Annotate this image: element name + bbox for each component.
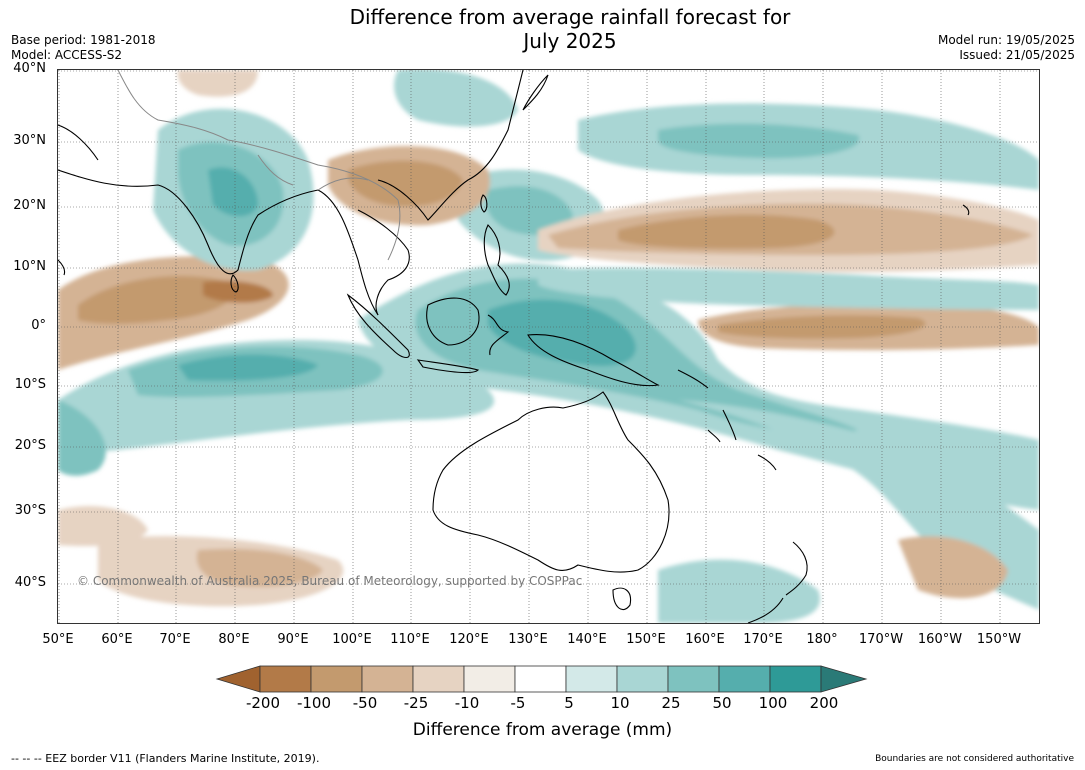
lon-label: 80°E — [218, 632, 250, 647]
colorbar-segment — [667, 665, 720, 693]
colorbar-segment — [616, 665, 669, 693]
issued-date: Issued: 21/05/2025 — [959, 48, 1075, 62]
colorbar-tick: 25 — [661, 694, 681, 712]
colorbar-segment — [361, 665, 414, 693]
lon-label: 90°E — [277, 632, 309, 647]
lat-label: 40°S — [14, 575, 46, 590]
colorbar-tick: 5 — [564, 694, 574, 712]
lon-label: 170°W — [858, 632, 904, 647]
colorbar-tick: 10 — [610, 694, 630, 712]
colorbar-segment — [310, 665, 363, 693]
lat-label: 20°S — [14, 438, 46, 453]
colorbar-extend-low — [215, 665, 261, 693]
lon-label: 120°E — [449, 632, 489, 647]
lon-label: 160°E — [685, 632, 725, 647]
forecast-map — [57, 69, 1040, 624]
colorbar-tick: 100 — [758, 694, 788, 712]
lon-label: 60°E — [101, 632, 133, 647]
lon-label: 70°E — [159, 632, 191, 647]
india-coast — [58, 169, 319, 275]
colorbar-segment — [565, 665, 618, 693]
lon-label: 50°E — [42, 632, 74, 647]
lon-label: 150°W — [976, 632, 1022, 647]
colorbar-title: Difference from average (mm) — [412, 720, 673, 740]
rainfall-anomaly-map — [58, 70, 1039, 623]
map-title-line2: July 2025 — [523, 29, 617, 53]
lat-label: 0° — [31, 318, 46, 333]
australia-coast — [432, 391, 670, 573]
colorbar-tick: -5 — [510, 694, 526, 712]
lon-label: 170°E — [743, 632, 783, 647]
lat-label: 20°N — [13, 198, 46, 213]
colorbar-tick: -100 — [296, 694, 332, 712]
lat-label: 40°N — [13, 61, 46, 76]
lon-label: 150°E — [626, 632, 666, 647]
colorbar-segments — [215, 665, 868, 693]
colorbar-tick: -50 — [352, 694, 378, 712]
colorbar-segment — [718, 665, 771, 693]
lon-label: 160°W — [917, 632, 963, 647]
colorbar-tick: -200 — [245, 694, 281, 712]
lon-label: 100°E — [332, 632, 372, 647]
base-period: Base period: 1981-2018 — [11, 33, 156, 47]
lon-label: 180° — [806, 632, 838, 647]
coastlines — [58, 70, 970, 623]
lat-label: 30°S — [14, 503, 46, 518]
lat-label: 10°S — [14, 377, 46, 392]
colorbar-tick: 50 — [712, 694, 732, 712]
lon-label: 140°E — [567, 632, 607, 647]
model-name: Model: ACCESS-S2 — [11, 48, 123, 62]
lat-label: 30°N — [13, 133, 46, 148]
colorbar-extend-high — [820, 665, 868, 693]
lon-label: 110°E — [390, 632, 430, 647]
colorbar-segment — [769, 665, 822, 693]
colorbar-segment — [514, 665, 567, 693]
eez-legend: -- -- -- EEZ border V11 (Flanders Marine… — [11, 752, 320, 765]
colorbar-tick: -10 — [454, 694, 480, 712]
colorbar-segment — [412, 665, 465, 693]
colorbar-segment — [463, 665, 516, 693]
graticule — [58, 70, 1039, 623]
colorbar-tick: -25 — [403, 694, 429, 712]
country-borders — [117, 70, 401, 261]
colorbar-segment — [259, 665, 312, 693]
map-title-line1: Difference from average rainfall forecas… — [349, 5, 791, 29]
boundaries-disclaimer: Boundaries are not considered authoritat… — [875, 754, 1074, 764]
colorbar-tick: 200 — [809, 694, 839, 712]
lon-label: 130°E — [508, 632, 548, 647]
lat-label: 10°N — [13, 259, 46, 274]
model-run: Model run: 19/05/2025 — [937, 33, 1075, 47]
copyright-notice: © Commonwealth of Australia 2025, Bureau… — [77, 574, 583, 588]
colorbar — [215, 665, 868, 693]
